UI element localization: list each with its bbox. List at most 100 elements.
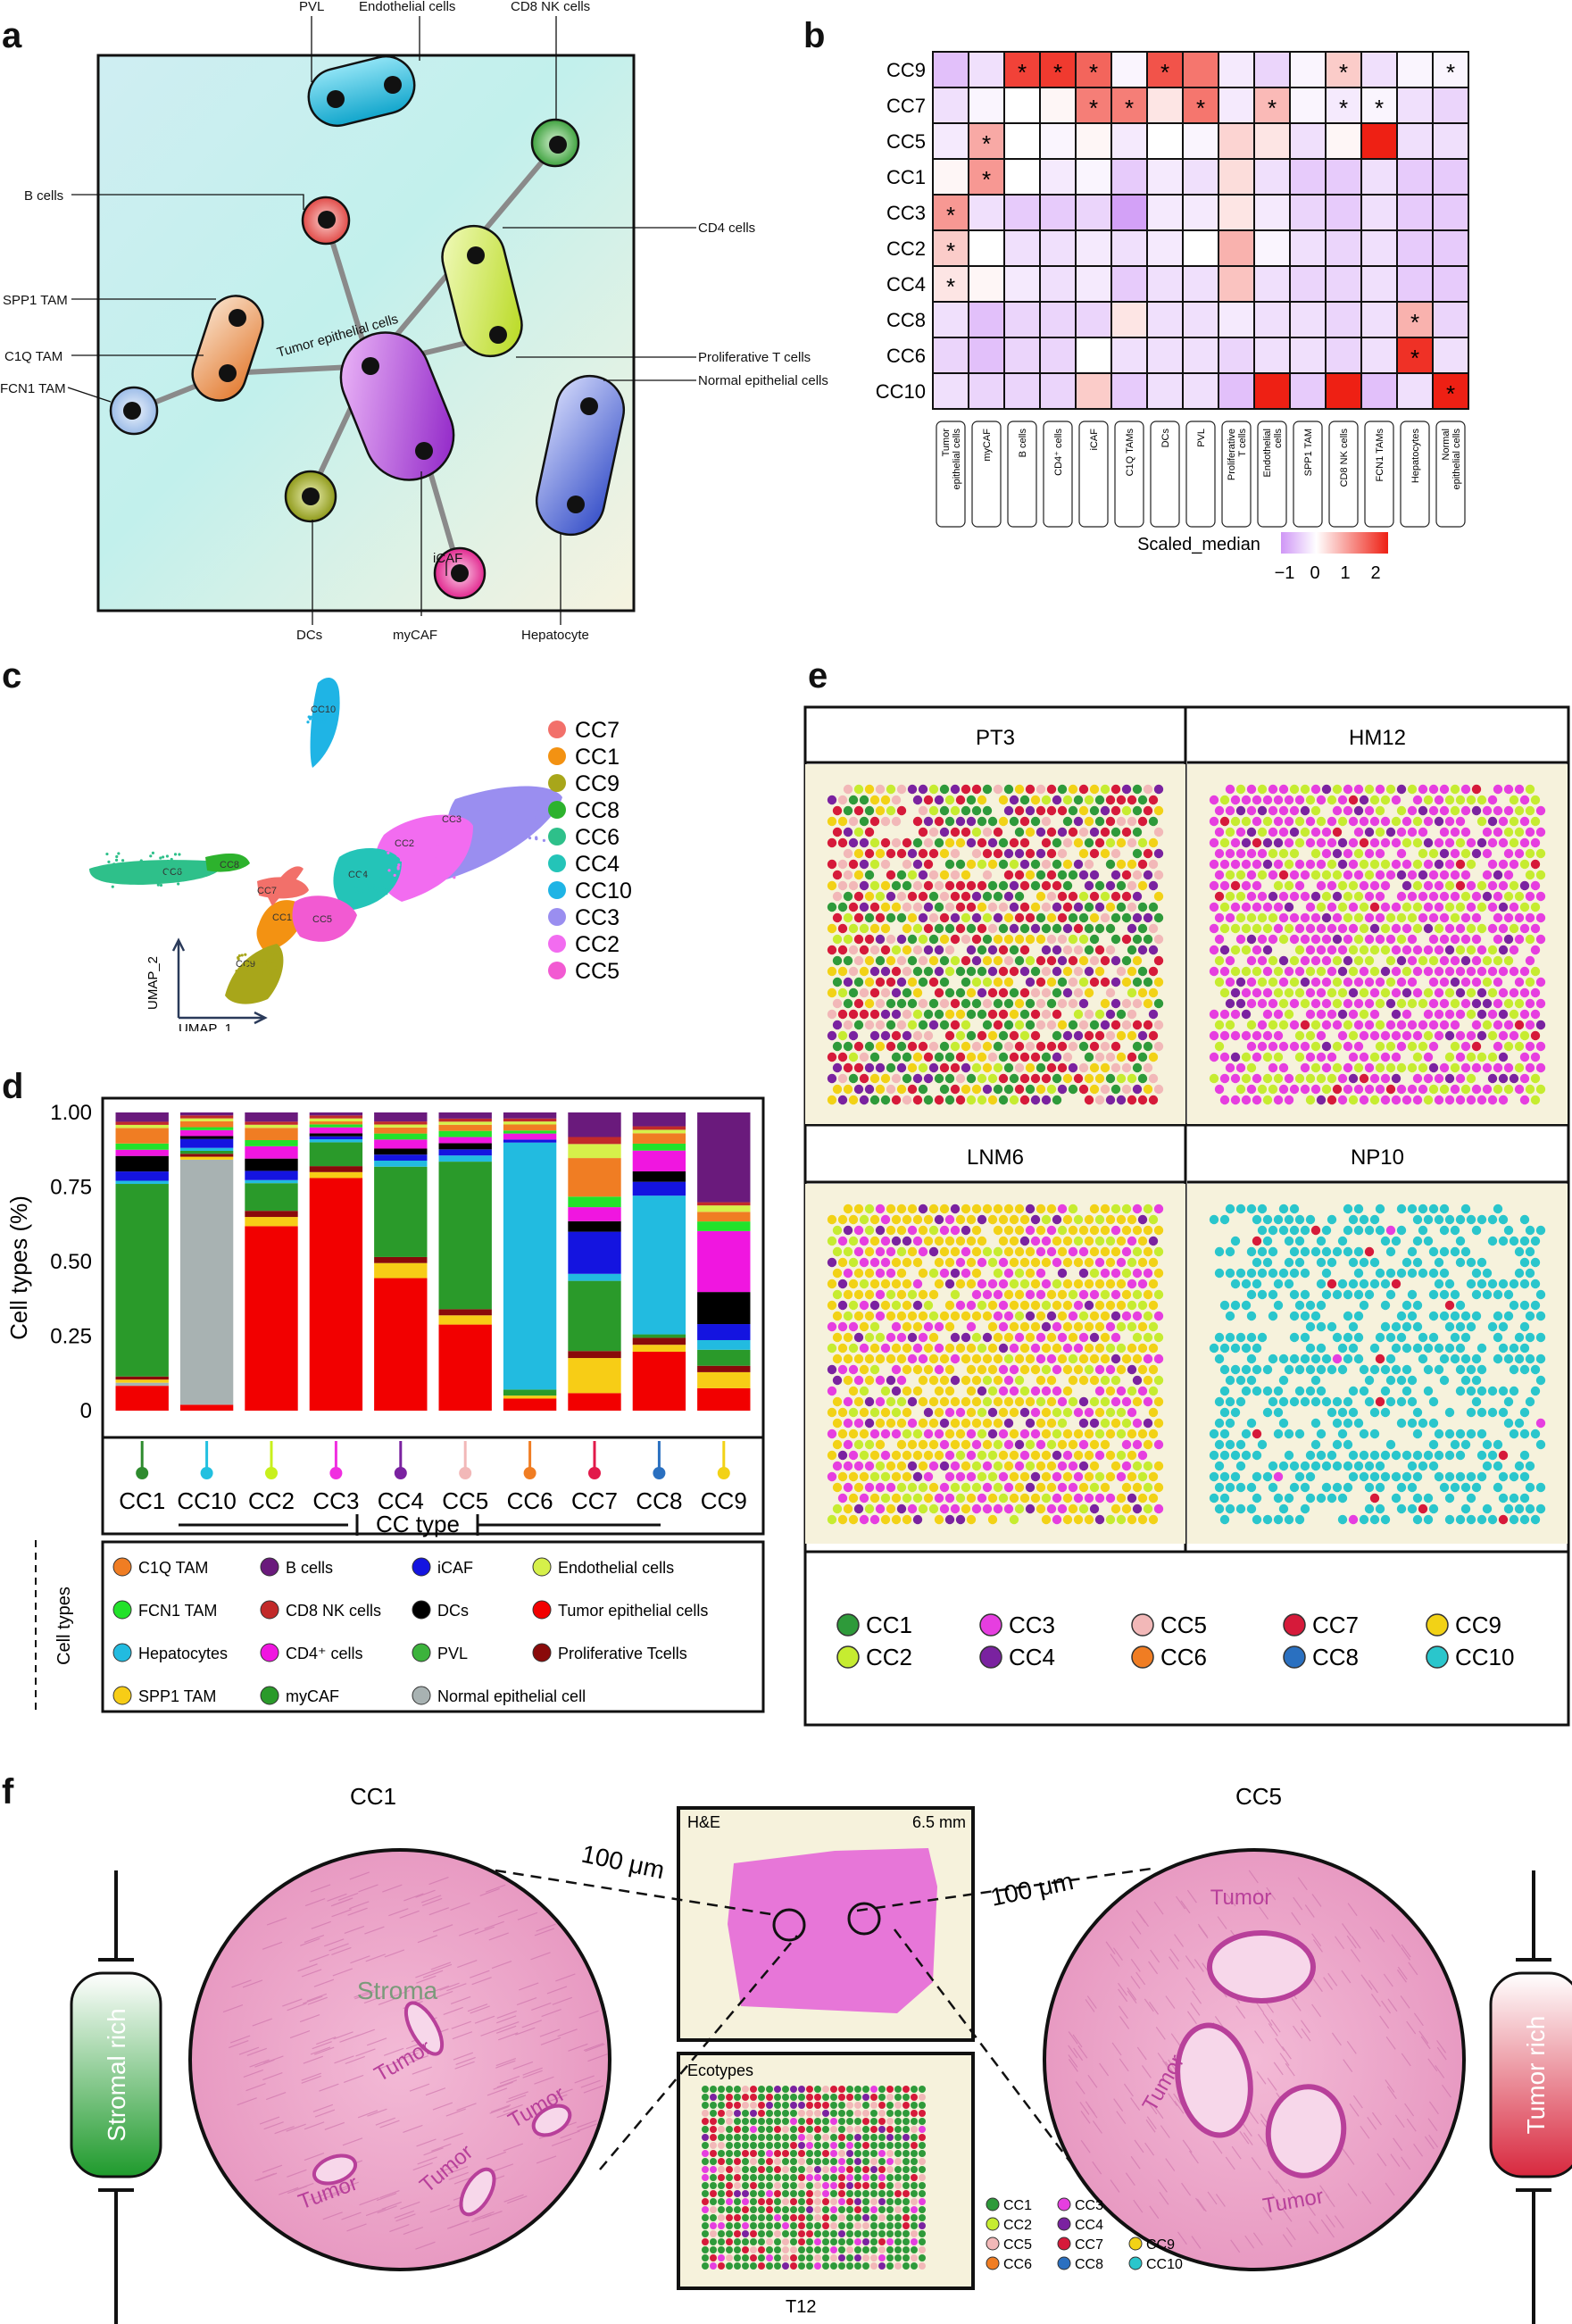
bar-segment	[568, 1351, 621, 1359]
bar-segment	[632, 1345, 686, 1352]
bar-segment	[115, 1128, 169, 1144]
heatmap-cell	[1253, 122, 1291, 160]
heatmap-col-box	[1293, 421, 1323, 528]
heatmap-cell	[968, 194, 1005, 231]
he-roi-left	[772, 1908, 806, 1942]
bar-segment	[309, 1124, 363, 1128]
umap-point	[393, 873, 396, 877]
bar-y-axis-label: Cell types (%)	[5, 1195, 32, 1340]
heatmap-cell	[1039, 372, 1077, 410]
umap-point	[515, 815, 519, 819]
umap-point	[353, 890, 356, 895]
bar-xaxis-frame	[101, 1436, 765, 1536]
heatmap-cell	[1253, 301, 1291, 338]
bar-segment	[374, 1160, 428, 1167]
panel-a-network: PVL Endothelial cells CD8 NK cells B cel…	[0, 0, 828, 643]
umap-point	[367, 887, 370, 890]
ecotype-legend-label: CC8	[1075, 2257, 1103, 2272]
heatmap-cell	[1039, 87, 1077, 124]
heatmap-col-box	[1185, 421, 1216, 528]
umap-x-label: UMAP_1	[179, 1021, 232, 1031]
bar-segment	[503, 1133, 557, 1140]
spatial-legend-swatch	[979, 1613, 1002, 1637]
heatmap-cell	[1146, 337, 1184, 374]
bar-category-dot	[717, 1467, 730, 1479]
histology-right-circle	[1043, 1848, 1466, 2271]
bar-segment	[568, 1112, 621, 1137]
bar-segment	[115, 1121, 169, 1125]
heatmap-cell	[1146, 229, 1184, 267]
heatmap-cell	[1110, 122, 1148, 160]
umap-point	[139, 859, 143, 862]
heatmap-cell	[1039, 158, 1077, 196]
heatmap-cell	[1289, 372, 1327, 410]
heatmap-cell	[1360, 158, 1398, 196]
umap-point	[107, 860, 111, 863]
bar-segment	[115, 1155, 169, 1172]
ecotype-spots	[702, 2086, 926, 2270]
heatmap-cell	[968, 337, 1005, 374]
umap-point	[267, 959, 270, 962]
heatmap-col-box	[971, 421, 1002, 528]
umap-legend-swatch	[548, 881, 566, 899]
umap-legend-swatch	[548, 801, 566, 819]
umap-point	[396, 854, 400, 857]
bar-segment	[438, 1315, 492, 1325]
cluster-label-cc3: CC3	[442, 814, 462, 825]
heatmap-cell	[932, 229, 969, 267]
spatial-legend-swatch	[836, 1645, 860, 1669]
ecotype-legend-swatch	[986, 2256, 1000, 2270]
heatmap-col-box	[1328, 421, 1359, 528]
spatial-legend-swatch	[1426, 1613, 1449, 1637]
bar-category-label: CC10	[177, 1487, 236, 1514]
heatmap-colorbar	[1281, 532, 1388, 554]
bar-segment	[245, 1211, 298, 1218]
umap-point	[475, 833, 478, 837]
bar-segment	[568, 1220, 621, 1232]
heatmap-cell	[1110, 158, 1148, 196]
heatmap-cell	[1289, 301, 1327, 338]
bar-segment	[697, 1371, 751, 1388]
bar-segment	[568, 1273, 621, 1281]
umap-point	[480, 830, 485, 834]
heatmap-cell	[1146, 194, 1184, 231]
heatmap-cell	[1039, 265, 1077, 303]
ecotype-legend-swatch	[986, 2237, 1000, 2251]
heatmap-col-box	[1043, 421, 1073, 528]
heatmap-colorbar-tick: 1	[1340, 563, 1350, 583]
ecotype-legend-label: CC3	[1075, 2198, 1103, 2213]
cluster-label-cc8: CC8	[220, 860, 239, 870]
ecotype-legend-swatch	[1057, 2256, 1071, 2270]
umap-point	[312, 716, 316, 720]
bar-segment	[115, 1180, 169, 1185]
umap-point	[306, 721, 310, 724]
spatial-sample-title: NP10	[1351, 1145, 1404, 1170]
bar-segment	[697, 1212, 751, 1222]
bar-category-dot	[265, 1467, 278, 1479]
umap-point	[159, 869, 163, 873]
heatmap-col-label: C1Q TAMs	[1125, 429, 1135, 477]
umap-point	[253, 970, 256, 974]
umap-point	[381, 878, 385, 881]
spatial-legend-label: CC4	[1009, 1644, 1055, 1670]
heatmap-cell	[968, 265, 1005, 303]
heatmap-significance-star: *	[1339, 59, 1348, 86]
heatmap-cell	[1432, 229, 1469, 267]
bar-segment	[438, 1124, 492, 1131]
tumor-outline	[312, 2153, 358, 2186]
cluster-label-cc2: CC2	[395, 838, 414, 849]
heatmap-cell	[1432, 194, 1469, 231]
heatmap-col-label: CD8 NK cells	[1339, 429, 1350, 487]
ecotype-legend-label: CC6	[1003, 2257, 1032, 2272]
bar-segment	[309, 1142, 363, 1167]
heatmap-colorbar-tick: 2	[1370, 563, 1380, 583]
umap-point	[385, 848, 388, 852]
heatmap-cell	[1075, 122, 1112, 160]
cluster-label-cc9: CC9	[236, 959, 255, 970]
bar-segment	[503, 1121, 557, 1125]
umap-point	[526, 817, 529, 820]
heatmap-row-label: CC9	[886, 59, 926, 81]
umap-point	[342, 875, 345, 879]
spatial-spots	[827, 784, 1164, 1105]
heatmap-col-label: CD4⁺ cells	[1053, 429, 1064, 476]
